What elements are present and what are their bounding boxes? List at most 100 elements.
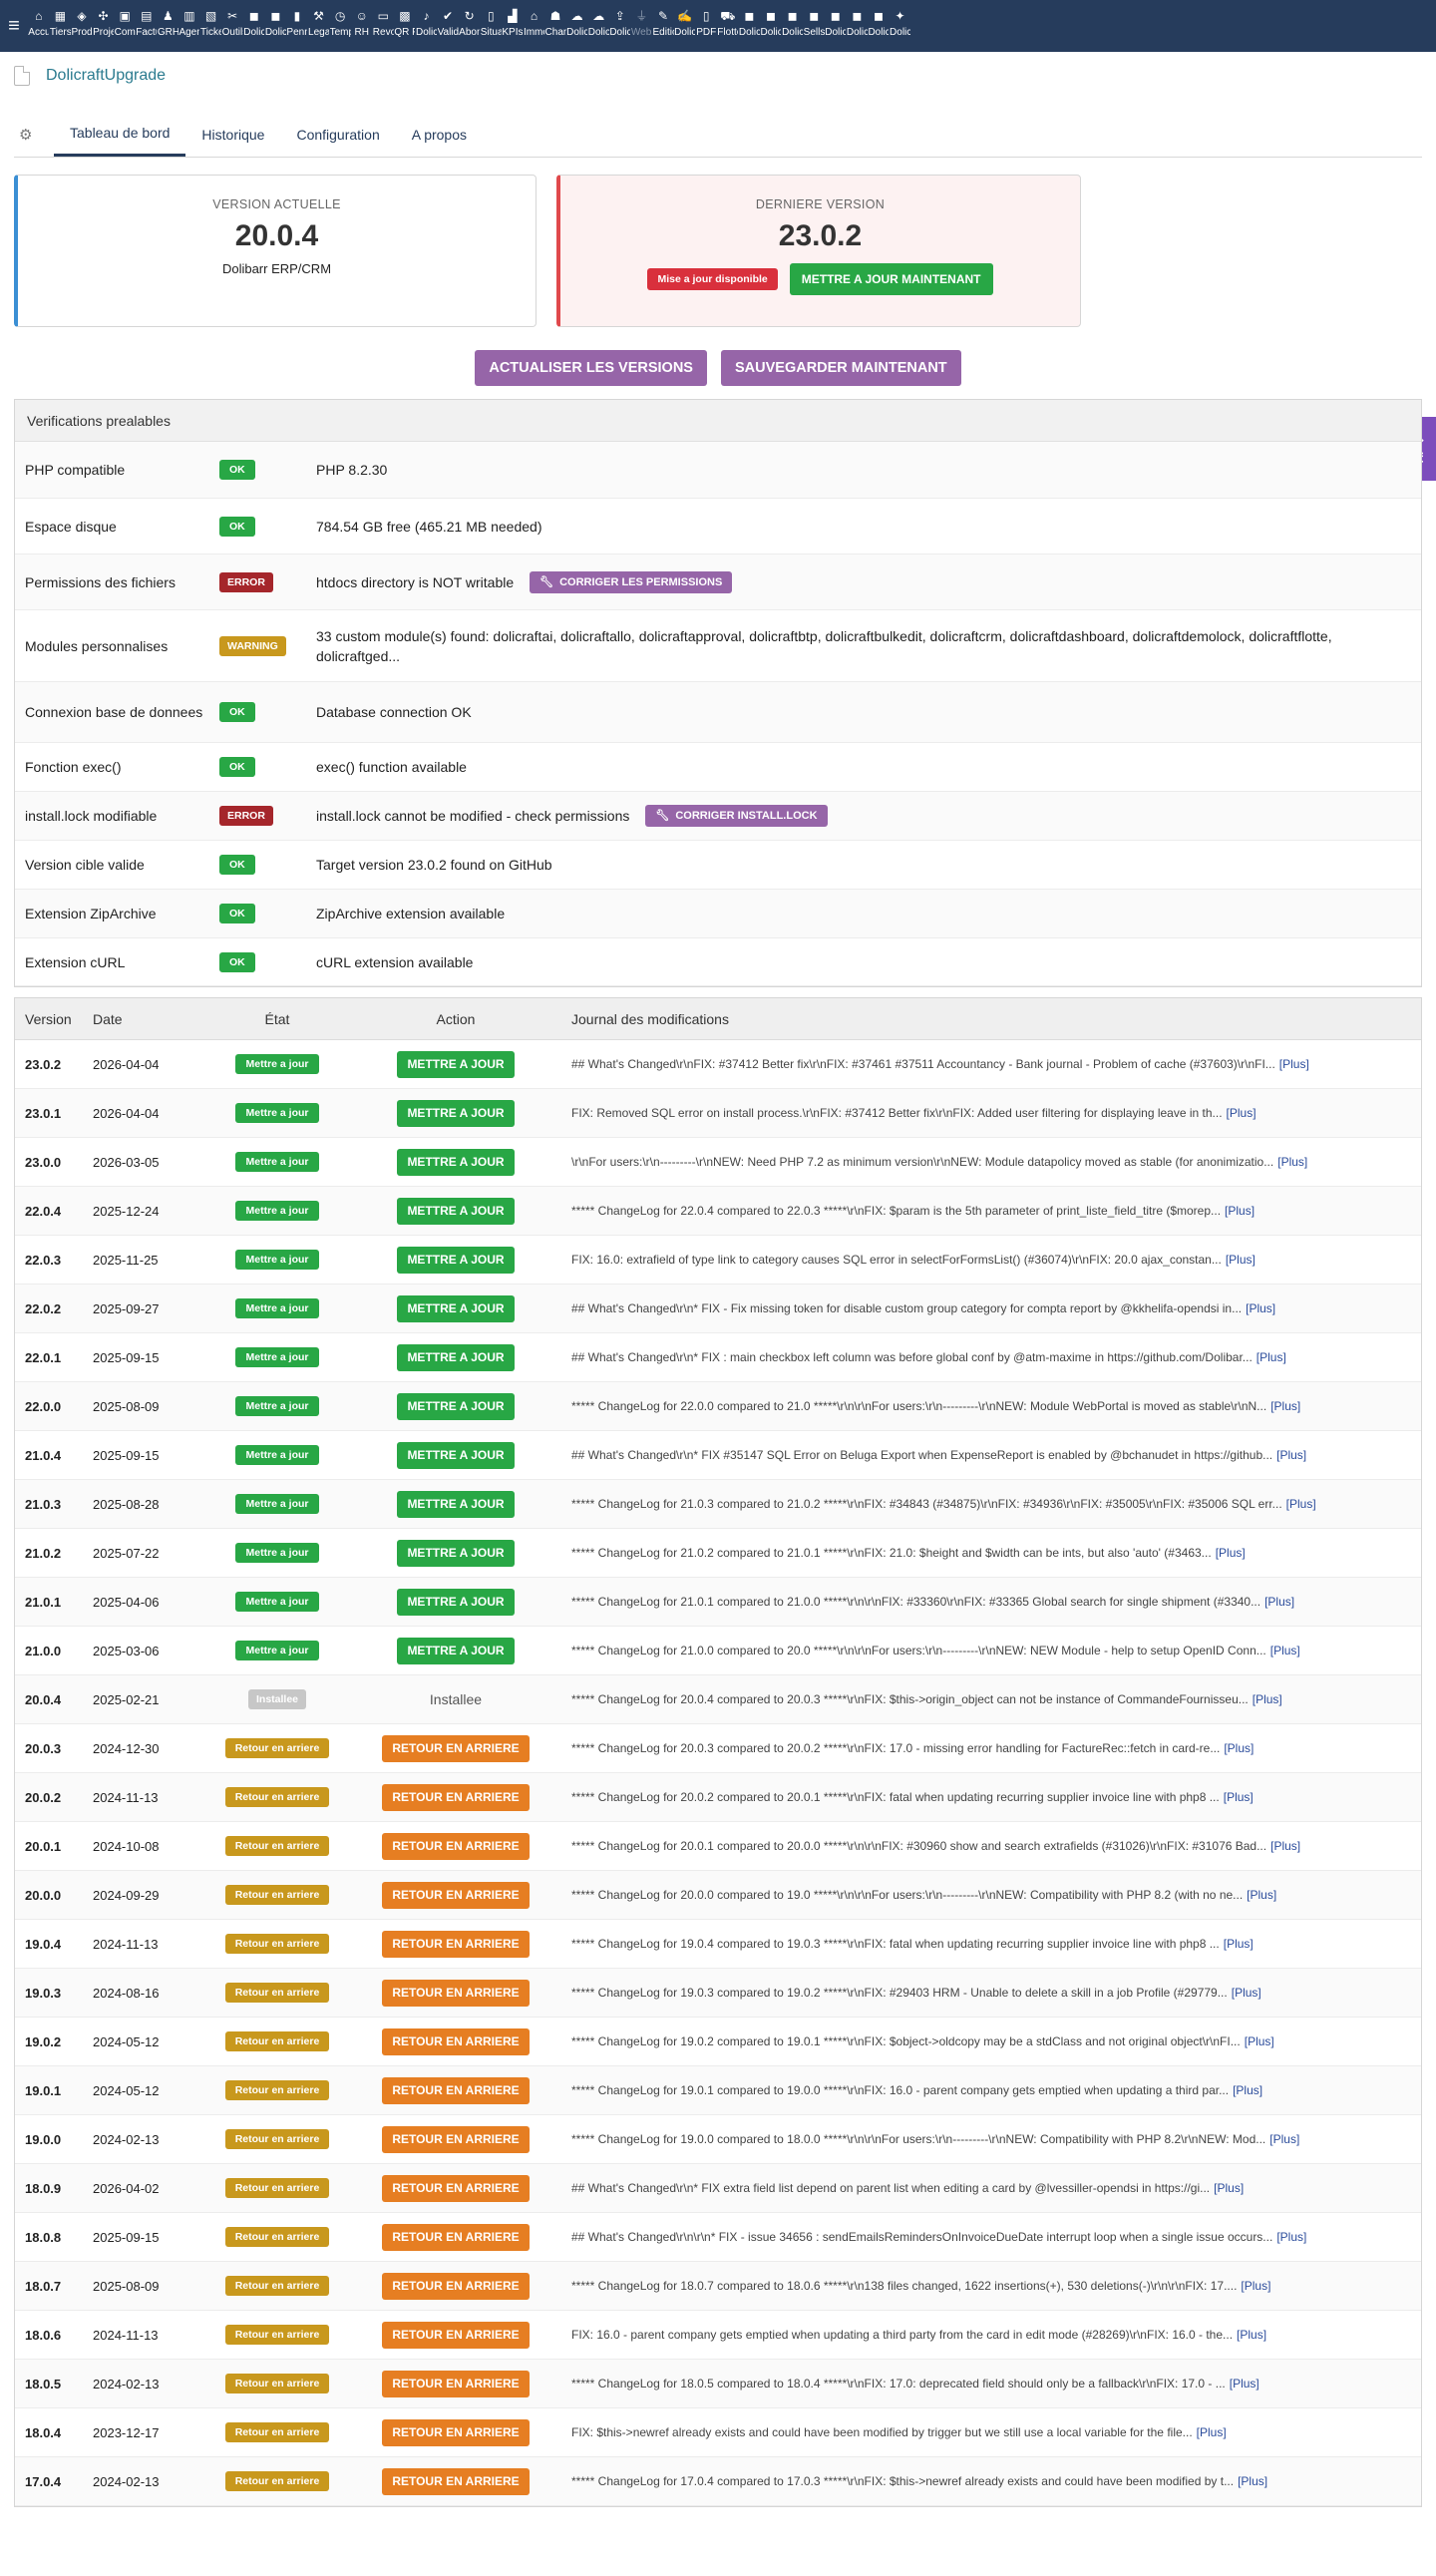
nav-item[interactable]: ⌂ Immobilier bbox=[524, 0, 545, 52]
nav-item[interactable]: ◼ Dolicraft bbox=[243, 0, 265, 52]
nav-item[interactable]: ✍ Dolicraft bbox=[674, 0, 696, 52]
nav-item[interactable]: ◼ Dolicraft bbox=[739, 0, 761, 52]
update-button[interactable]: METTRE A JOUR bbox=[397, 1637, 515, 1664]
nav-item[interactable]: ◼ Dolicraft bbox=[760, 0, 782, 52]
rollback-button[interactable]: RETOUR EN ARRIERE bbox=[382, 2272, 530, 2300]
update-button[interactable]: METTRE A JOUR bbox=[397, 1588, 515, 1616]
more-link[interactable]: [Plus] bbox=[1246, 1301, 1276, 1315]
more-link[interactable]: [Plus] bbox=[1269, 2132, 1300, 2146]
nav-item[interactable]: ☺ RH bbox=[351, 0, 373, 52]
update-button[interactable]: METTRE A JOUR bbox=[397, 1294, 515, 1322]
nav-item[interactable]: ◼ Dolicraft bbox=[868, 0, 890, 52]
nav-item[interactable]: ✣ Projets bbox=[93, 0, 115, 52]
nav-item[interactable]: ◼ Sellsy bbox=[803, 0, 825, 52]
more-link[interactable]: [Plus] bbox=[1237, 2328, 1267, 2342]
update-button[interactable]: METTRE A JOUR bbox=[397, 1490, 515, 1518]
more-link[interactable]: [Plus] bbox=[1278, 1057, 1309, 1071]
nav-item[interactable]: ✂ Outils bbox=[221, 0, 243, 52]
update-button[interactable]: METTRE A JOUR bbox=[397, 1050, 515, 1078]
refresh-versions-button[interactable]: ACTUALISER LES VERSIONS bbox=[475, 350, 707, 386]
more-link[interactable]: [Plus] bbox=[1244, 2034, 1274, 2048]
more-link[interactable]: [Plus] bbox=[1276, 1448, 1307, 1462]
more-link[interactable]: [Plus] bbox=[1252, 1692, 1282, 1706]
rollback-button[interactable]: RETOUR EN ARRIERE bbox=[382, 1930, 530, 1958]
more-link[interactable]: [Plus] bbox=[1256, 1350, 1286, 1364]
update-button[interactable]: METTRE A JOUR bbox=[397, 1441, 515, 1469]
nav-item[interactable]: ⇪ Dolicraft bbox=[609, 0, 631, 52]
nav-item[interactable]: ▥ Agenda bbox=[179, 0, 200, 52]
nav-item[interactable]: ✔ Validation bbox=[437, 0, 459, 52]
nav-item[interactable]: ♪ Dolicraft bbox=[416, 0, 438, 52]
rollback-button[interactable]: RETOUR EN ARRIERE bbox=[382, 2467, 530, 2495]
more-link[interactable]: [Plus] bbox=[1238, 2474, 1268, 2488]
update-button[interactable]: METTRE A JOUR bbox=[397, 1392, 515, 1420]
nav-item[interactable]: ◼ Dolicraft bbox=[265, 0, 287, 52]
more-link[interactable]: [Plus] bbox=[1247, 1888, 1277, 1902]
nav-item[interactable]: ☗ Chantiers bbox=[544, 0, 566, 52]
rollback-button[interactable]: RETOUR EN ARRIERE bbox=[382, 2174, 530, 2202]
more-link[interactable]: [Plus] bbox=[1223, 1790, 1254, 1804]
more-link[interactable]: [Plus] bbox=[1196, 2425, 1227, 2439]
update-button[interactable]: METTRE A JOUR bbox=[397, 1539, 515, 1567]
nav-item[interactable]: ◼ Dolicraft bbox=[825, 0, 847, 52]
more-link[interactable]: [Plus] bbox=[1231, 1986, 1261, 2000]
more-link[interactable]: [Plus] bbox=[1229, 2377, 1259, 2391]
fix-button[interactable]: 🔧︎ CORRIGER LES PERMISSIONS bbox=[530, 570, 733, 593]
nav-item[interactable]: ▟ KPIs bbox=[502, 0, 524, 52]
menu-icon[interactable]: ≡ bbox=[8, 14, 20, 37]
more-link[interactable]: [Plus] bbox=[1226, 1106, 1256, 1120]
nav-item[interactable]: ✎ Editions bbox=[652, 0, 674, 52]
rollback-button[interactable]: RETOUR EN ARRIERE bbox=[382, 2321, 530, 2349]
nav-item[interactable]: ◈ Produits bbox=[71, 0, 93, 52]
rollback-button[interactable]: RETOUR EN ARRIERE bbox=[382, 2027, 530, 2055]
rollback-button[interactable]: RETOUR EN ARRIERE bbox=[382, 1881, 530, 1909]
more-link[interactable]: [Plus] bbox=[1277, 1155, 1308, 1169]
nav-item[interactable]: ◼ Dolicraft bbox=[782, 0, 804, 52]
rollback-button[interactable]: RETOUR EN ARRIERE bbox=[382, 2125, 530, 2153]
update-button[interactable]: METTRE A JOUR bbox=[397, 1148, 515, 1176]
more-link[interactable]: [Plus] bbox=[1224, 1741, 1255, 1755]
nav-item[interactable]: ▮ Pennylane bbox=[286, 0, 308, 52]
more-link[interactable]: [Plus] bbox=[1276, 2230, 1307, 2244]
nav-item[interactable]: ✦ Dolicraft bbox=[890, 0, 911, 52]
update-now-button[interactable]: METTRE A JOUR MAINTENANT bbox=[789, 263, 993, 295]
rollback-button[interactable]: RETOUR EN ARRIERE bbox=[382, 2418, 530, 2446]
backup-now-button[interactable]: SAUVEGARDER MAINTENANT bbox=[720, 350, 961, 386]
nav-item[interactable]: ⏚ WebPortal bbox=[631, 0, 653, 52]
tab-about[interactable]: A propos bbox=[411, 126, 467, 143]
fix-button[interactable]: 🔧︎ CORRIGER INSTALL.LOCK bbox=[645, 805, 828, 827]
tab-history[interactable]: Historique bbox=[201, 126, 265, 143]
nav-item[interactable]: ▯ PDF bbox=[695, 0, 717, 52]
nav-item[interactable]: ▭ Revolut bbox=[373, 0, 395, 52]
rollback-button[interactable]: RETOUR EN ARRIERE bbox=[382, 1783, 530, 1811]
tab-configuration[interactable]: Configuration bbox=[296, 126, 380, 143]
more-link[interactable]: [Plus] bbox=[1233, 2083, 1263, 2097]
nav-item[interactable]: ▣ Commercial bbox=[114, 0, 136, 52]
tab-dashboard[interactable]: Tableau de bord bbox=[54, 112, 186, 157]
update-button[interactable]: METTRE A JOUR bbox=[397, 1343, 515, 1371]
more-link[interactable]: [Plus] bbox=[1270, 1399, 1301, 1413]
update-button[interactable]: METTRE A JOUR bbox=[397, 1197, 515, 1225]
nav-item[interactable]: ⌂ Accueil bbox=[28, 0, 50, 52]
more-link[interactable]: [Plus] bbox=[1214, 2181, 1245, 2195]
more-link[interactable]: [Plus] bbox=[1269, 1644, 1300, 1657]
nav-item[interactable]: ◷ Temps bbox=[329, 0, 351, 52]
nav-item[interactable]: ☁ Dolicraft bbox=[566, 0, 588, 52]
update-button[interactable]: METTRE A JOUR bbox=[397, 1246, 515, 1274]
more-link[interactable]: [Plus] bbox=[1225, 1204, 1256, 1218]
rollback-button[interactable]: RETOUR EN ARRIERE bbox=[382, 1832, 530, 1860]
nav-item[interactable]: ⚒ Legal bbox=[308, 0, 330, 52]
rollback-button[interactable]: RETOUR EN ARRIERE bbox=[382, 2370, 530, 2397]
nav-item[interactable]: ⛟ Flotte bbox=[717, 0, 739, 52]
more-link[interactable]: [Plus] bbox=[1223, 1937, 1254, 1951]
nav-item[interactable]: ▤ Facturation bbox=[136, 0, 158, 52]
nav-item[interactable]: ◼ Dolicraft bbox=[847, 0, 869, 52]
rollback-button[interactable]: RETOUR EN ARRIERE bbox=[382, 1734, 530, 1762]
gear-icon[interactable]: ⚙ bbox=[19, 126, 33, 144]
rollback-button[interactable]: RETOUR EN ARRIERE bbox=[382, 2076, 530, 2104]
nav-item[interactable]: ↻ Abonnements bbox=[459, 0, 481, 52]
nav-item[interactable]: ▧ Tickets bbox=[200, 0, 222, 52]
more-link[interactable]: [Plus] bbox=[1285, 1497, 1316, 1511]
nav-item[interactable]: ▩ QR Factures bbox=[394, 0, 416, 52]
more-link[interactable]: [Plus] bbox=[1264, 1595, 1295, 1609]
